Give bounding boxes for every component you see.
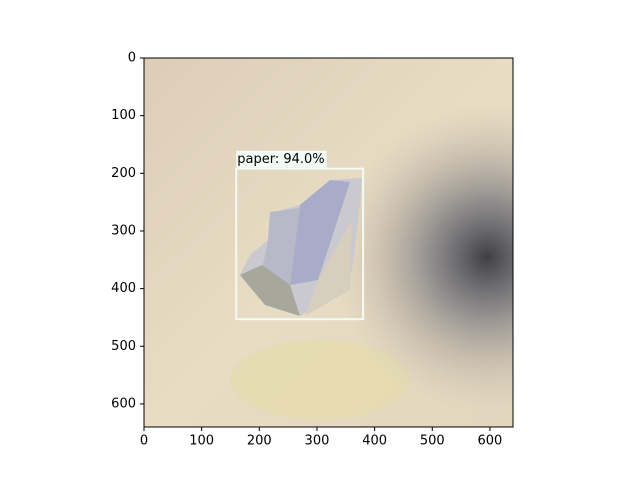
y-tick-label: 500: [111, 339, 136, 354]
x-tick-label: 200: [247, 434, 272, 449]
x-tick-label: 500: [420, 434, 445, 449]
y-tick-label: 600: [111, 396, 136, 411]
x-tick-label: 400: [362, 434, 387, 449]
label-background: [236, 150, 327, 168]
y-tick-label: 400: [111, 281, 136, 296]
x-tick-label: 0: [140, 434, 148, 449]
photo: [144, 58, 513, 427]
y-tick-label: 100: [111, 108, 136, 123]
y-tick-label: 300: [111, 223, 136, 238]
detection-label: paper: 94.0%: [237, 152, 324, 167]
x-tick-label: 300: [305, 434, 330, 449]
axes-frame: [143, 57, 514, 428]
y-tick-label: 0: [128, 51, 136, 66]
x-tick-label: 100: [189, 434, 214, 449]
x-tick-label: 600: [478, 434, 503, 449]
detection-box: [235, 167, 365, 321]
y-tick-label: 200: [111, 166, 136, 181]
